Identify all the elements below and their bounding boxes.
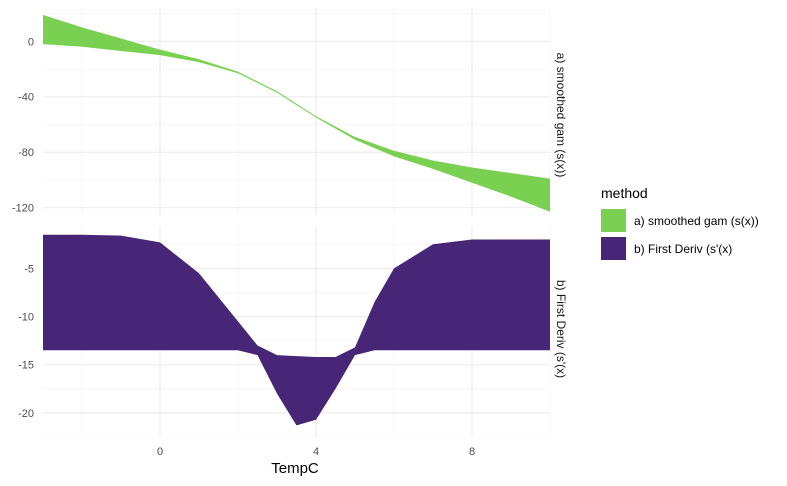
- strip-label-smoothed-gam: a) smoothed gam (s(x)): [554, 53, 568, 178]
- y-tick-label: -120: [12, 203, 34, 215]
- y-tick-label: -5: [24, 263, 34, 275]
- legend-swatch-smoothed-gam: [601, 209, 626, 232]
- x-tick-label: 4: [313, 446, 319, 458]
- x-axis-label: TempC: [271, 460, 319, 477]
- y-tick-label: -20: [18, 408, 34, 420]
- panel-smoothed-gam: 0 -40 -80 -120 a) smoothed gam (s(x)): [12, 8, 568, 216]
- legend-label-smoothed-gam: a) smoothed gam (s(x)): [634, 214, 759, 228]
- legend: method a) smoothed gam (s(x)) b) First D…: [601, 185, 759, 260]
- y-tick-label: -10: [18, 312, 34, 324]
- y-tick-label: -40: [18, 92, 34, 104]
- ribbon-first-deriv: [43, 234, 550, 426]
- y-tick-label: -15: [18, 360, 34, 372]
- legend-label-first-deriv: b) First Deriv (s'(x): [634, 242, 732, 256]
- legend-title: method: [601, 185, 648, 201]
- legend-swatch-first-deriv: [601, 237, 626, 260]
- panel-first-deriv: -5 -10 -15 -20 b) First Deriv (s'(x): [18, 226, 568, 438]
- ribbon-smoothed-gam: [43, 14, 550, 212]
- x-tick-label: 8: [469, 446, 475, 458]
- y-tick-label: 0: [28, 36, 34, 48]
- x-tick-label: 0: [157, 446, 163, 458]
- y-tick-label: -80: [18, 147, 34, 159]
- x-axis-ticks: 0 4 8: [157, 446, 475, 458]
- strip-label-first-deriv: b) First Deriv (s'(x): [554, 280, 568, 378]
